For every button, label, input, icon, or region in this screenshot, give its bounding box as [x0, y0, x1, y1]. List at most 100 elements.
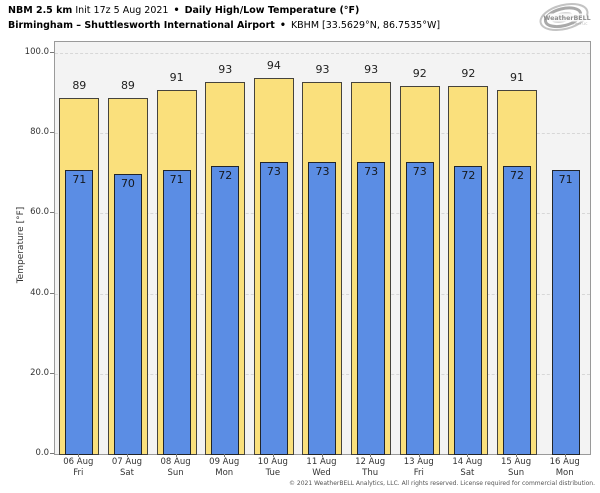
- x-tick-label: 12 Aug Thu: [346, 457, 395, 478]
- x-tick-label: 06 Aug Fri: [54, 457, 103, 478]
- high-temp-value-label: 94: [266, 59, 281, 73]
- low-temp-value-label: 71: [558, 173, 573, 187]
- x-tick-date: 10 Aug: [257, 457, 288, 467]
- x-tick-date: 15 Aug: [500, 457, 532, 467]
- low-temp-bar: [551, 170, 580, 455]
- station-id-coordinates: KBHM [33.5629°N, 86.7535°W]: [290, 20, 441, 31]
- x-tick-label: 13 Aug Fri: [394, 457, 443, 478]
- x-tick-mark: [370, 454, 372, 457]
- low-temp-value-label: 72: [461, 169, 476, 183]
- y-tick-label: 20.0: [30, 367, 49, 378]
- x-tick-label: 11 Aug Wed: [297, 457, 346, 478]
- x-tick-mark: [321, 454, 323, 457]
- low-temp-bar: [308, 162, 337, 455]
- x-tick-mark: [126, 454, 128, 457]
- y-tick-label: 100.0: [24, 47, 49, 57]
- y-tick-mark: [50, 292, 54, 294]
- y-tick-label: 60.0: [30, 207, 49, 218]
- x-tick-mark: [418, 454, 420, 457]
- bar-group: 93 73: [298, 42, 347, 455]
- y-tick-label: 40.0: [30, 287, 49, 298]
- high-temp-value-label: 89: [72, 79, 87, 93]
- x-tick-mark: [175, 454, 177, 457]
- copyright-notice: © 2021 WeatherBELL Analytics, LLC. All r…: [289, 480, 595, 487]
- x-tick-mark: [272, 454, 274, 457]
- bar-group: 89 71: [55, 42, 104, 455]
- x-tick-label: 07 Aug Sat: [103, 457, 152, 478]
- x-tick-mark: [516, 454, 518, 457]
- x-tick-mark: [78, 454, 80, 457]
- x-tick-date: 12 Aug: [355, 457, 386, 467]
- x-tick-mark: [564, 454, 566, 457]
- low-temp-bar: [454, 166, 483, 455]
- logo-subtext: Analytics LLC: [569, 22, 588, 26]
- x-tick-day: Fri: [413, 467, 424, 478]
- x-tick-label: 10 Aug Tue: [249, 457, 298, 478]
- low-temp-value-label: 73: [364, 165, 379, 179]
- x-tick-date: 06 Aug: [63, 457, 94, 467]
- bar-group: 94 73: [250, 42, 299, 455]
- low-temp-bar: [162, 170, 191, 455]
- bar-group: 92 73: [395, 42, 444, 455]
- weatherbell-logo-icon: WeatherBELL Analytics LLC: [539, 2, 591, 32]
- x-tick-day: Fri: [73, 467, 84, 478]
- x-tick-day: Sat: [460, 467, 475, 478]
- high-temp-value-label: 89: [120, 79, 135, 93]
- x-tick-day: Wed: [312, 467, 331, 478]
- y-tick-mark: [50, 52, 54, 53]
- high-temp-value-label: 91: [169, 71, 184, 85]
- high-temp-value-label: 93: [315, 63, 330, 77]
- x-tick-date: 11 Aug: [306, 457, 337, 467]
- x-tick-mark: [224, 454, 226, 457]
- low-temp-value-label: 72: [510, 169, 525, 183]
- x-tick-label: 08 Aug Sun: [151, 457, 200, 478]
- bar-group: 89 70: [104, 42, 153, 455]
- model-name: NBM 2.5 km: [8, 5, 73, 16]
- high-temp-value-label: 93: [218, 63, 233, 77]
- y-tick-label: 0.0: [35, 448, 49, 458]
- x-tick-label: 15 Aug Sun: [492, 457, 541, 478]
- bar-group: 92 72: [444, 42, 493, 455]
- low-temp-value-label: 73: [266, 165, 281, 179]
- plot-area: 89 71 89 70 91 71 93 72 94 73 93 73 93 73 92 73 92 72 91 72…: [54, 41, 591, 455]
- y-tick-mark: [50, 132, 54, 134]
- chart-title: NBM 2.5 km Init 17z 5 Aug 2021 • Daily H…: [8, 4, 359, 18]
- y-tick-mark: [50, 212, 54, 214]
- low-temp-bar: [259, 162, 288, 455]
- x-tick-day: Tue: [265, 467, 281, 478]
- low-temp-value-label: 71: [72, 173, 87, 187]
- x-tick-date: 14 Aug: [452, 457, 483, 467]
- low-temp-bar: [113, 174, 142, 455]
- x-tick-date: 09 Aug: [209, 457, 240, 467]
- y-tick-mark: [50, 453, 54, 454]
- x-tick-day: Sat: [119, 467, 134, 478]
- init-time: Init 17z 5 Aug 2021: [75, 5, 169, 16]
- y-tick-label: 80.0: [30, 127, 49, 138]
- high-temp-value-label: 93: [364, 63, 379, 77]
- x-tick-day: Sun: [167, 467, 184, 478]
- product-name: Daily High/Low Temperature (°F): [184, 5, 360, 16]
- high-temp-value-label: 92: [461, 67, 476, 81]
- x-tick-day: Thu: [362, 467, 379, 478]
- x-tick-day: Mon: [215, 467, 234, 478]
- bar-group: 71: [541, 42, 590, 455]
- x-tick-date: 08 Aug: [160, 457, 191, 467]
- bar-group: 93 73: [347, 42, 396, 455]
- high-temp-value-label: 91: [510, 71, 525, 85]
- low-temp-bar: [211, 166, 240, 455]
- grid-line: [55, 53, 590, 54]
- y-tick-mark: [50, 372, 54, 374]
- high-temp-value-label: 92: [412, 67, 427, 81]
- bar-group: 93 72: [201, 42, 250, 455]
- x-tick-day: Sun: [507, 467, 525, 478]
- low-temp-value-label: 71: [169, 173, 184, 187]
- low-temp-value-label: 70: [120, 177, 135, 191]
- low-temp-bar: [503, 166, 532, 455]
- bar-group: 91 71: [152, 42, 201, 455]
- low-temp-value-label: 73: [315, 165, 330, 179]
- low-temp-bar: [405, 162, 434, 455]
- x-tick-mark: [467, 454, 469, 457]
- low-temp-bar: [357, 162, 386, 455]
- logo-text: WeatherBELL: [543, 15, 590, 22]
